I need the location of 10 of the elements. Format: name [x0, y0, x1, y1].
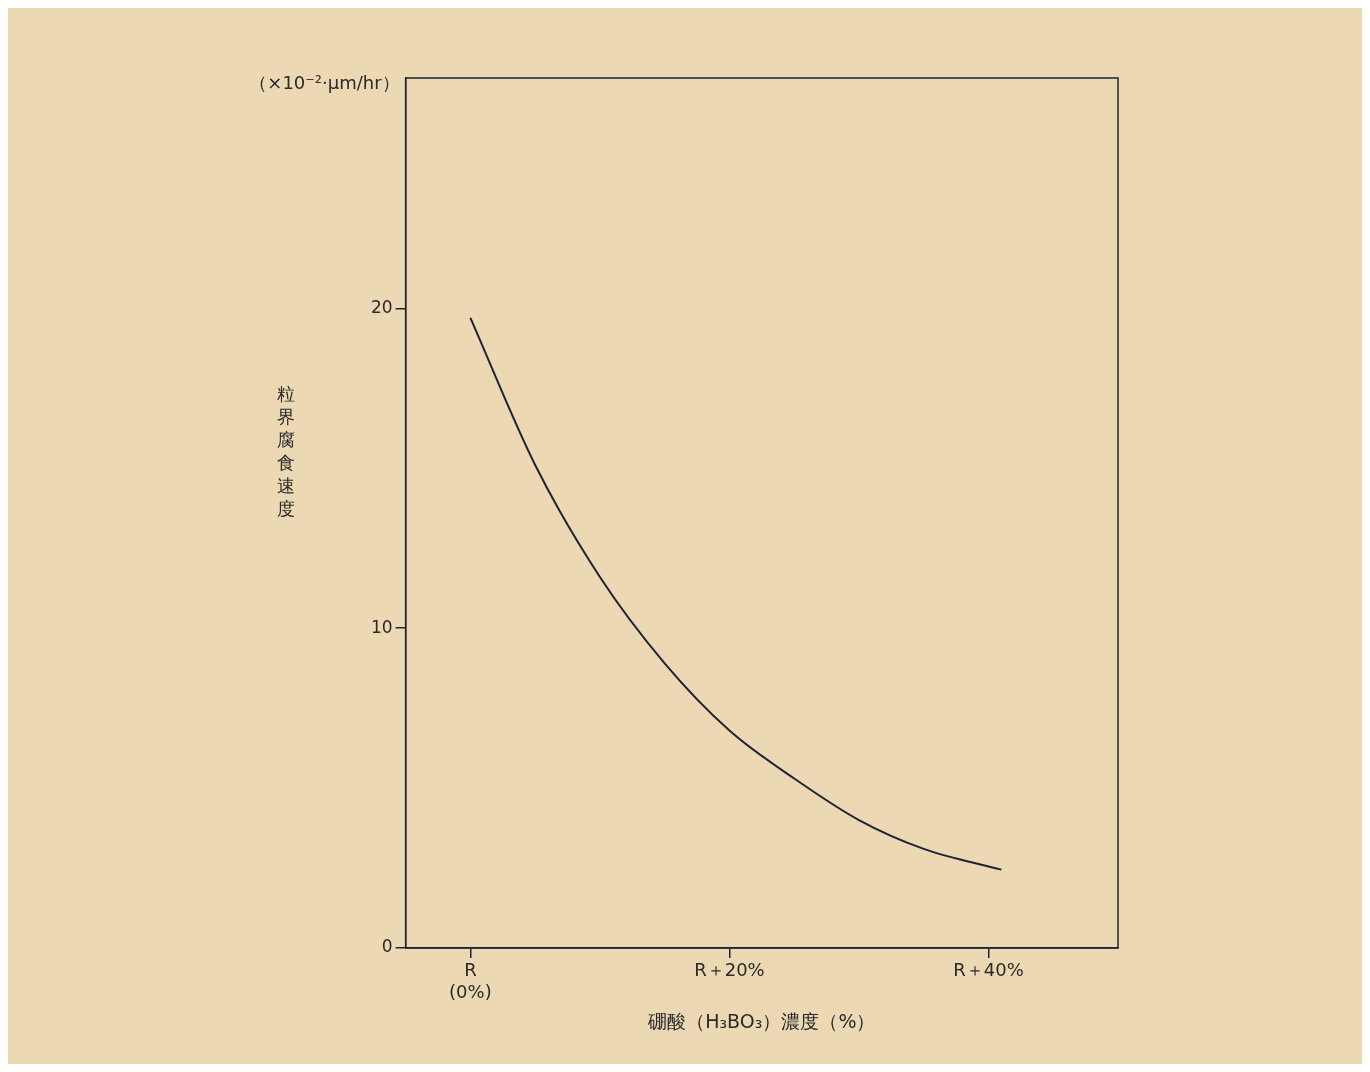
y-tick-label: 0: [381, 936, 393, 957]
x-tick-label: R＋40%: [953, 959, 1024, 981]
x-tick-label: R＋20%: [694, 959, 765, 981]
x-tick-label: R (0%): [449, 959, 492, 1003]
y-axis-title: 粒界腐食速度: [276, 383, 295, 520]
y-tick-label: 10: [370, 616, 393, 637]
y-tick-label: 20: [370, 296, 393, 317]
line-series: [469, 316, 1003, 871]
text: （×10⁻²·μm/hr）: [249, 71, 400, 93]
x-axis-title: 硼酸（H₃BO₃）濃度（%）: [647, 1009, 876, 1032]
